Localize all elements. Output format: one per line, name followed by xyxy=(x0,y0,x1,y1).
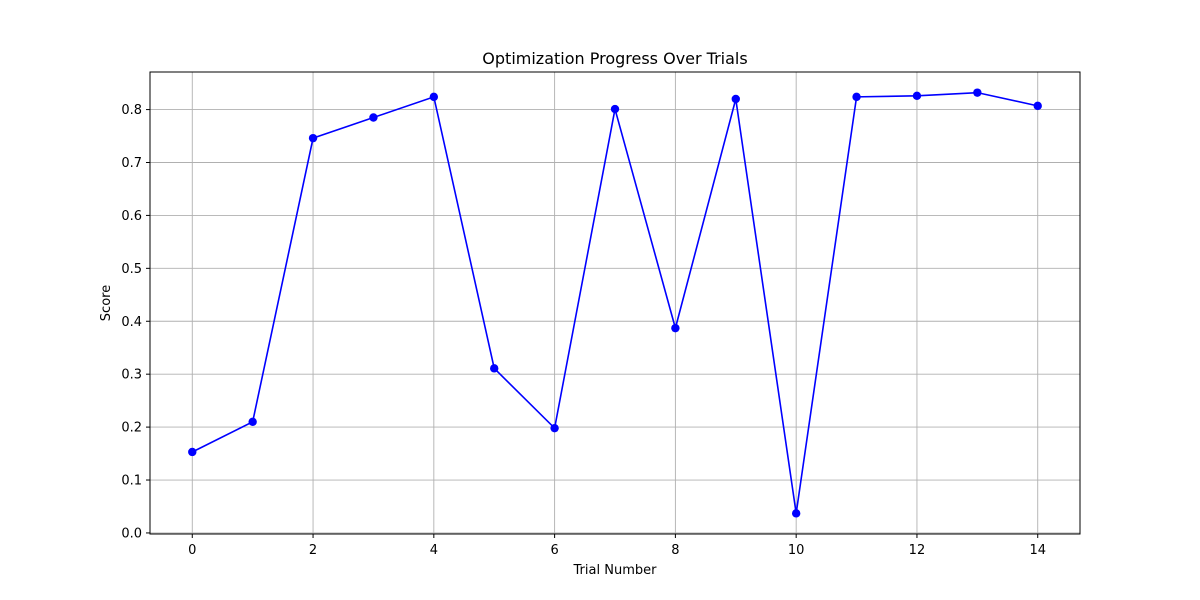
y-tick-label: 0.8 xyxy=(121,103,142,118)
data-point xyxy=(671,323,680,333)
plot-frame xyxy=(149,71,1081,535)
data-point xyxy=(490,364,499,373)
series-layer xyxy=(188,88,1042,518)
y-tick-label: 0.7 xyxy=(121,156,142,171)
data-point xyxy=(429,92,439,102)
x-tick-label: 0 xyxy=(188,543,196,558)
x-tick-label: 12 xyxy=(909,543,926,558)
grid-layer xyxy=(150,72,1080,534)
data-point xyxy=(188,447,197,457)
data-point xyxy=(791,509,801,518)
y-tick-label: 0.5 xyxy=(121,262,142,277)
y-tick-label: 0.3 xyxy=(121,368,142,383)
series-line xyxy=(191,91,1038,514)
x-tick-label: 6 xyxy=(550,543,558,558)
x-tick-label: 10 xyxy=(788,543,805,558)
y-tick-label: 0.0 xyxy=(121,526,142,541)
x-tick-label: 14 xyxy=(1029,543,1046,558)
y-tick-label: 0.6 xyxy=(121,209,142,224)
x-tick-label: 4 xyxy=(430,543,438,558)
chart-title: Optimization Progress Over Trials xyxy=(482,49,747,68)
y-tick-label: 0.4 xyxy=(121,315,142,330)
y-tick-label: 0.2 xyxy=(121,421,142,436)
data-point xyxy=(308,133,318,143)
axes-frame xyxy=(149,71,1081,535)
data-point xyxy=(852,92,861,102)
data-point xyxy=(248,417,257,427)
y-tick-label: 0.1 xyxy=(121,474,142,489)
data-point xyxy=(912,91,922,101)
x-axis-label: Trial Number xyxy=(573,563,658,578)
data-point xyxy=(610,104,620,114)
data-point xyxy=(369,113,378,122)
x-tick-label: 2 xyxy=(309,543,317,558)
y-axis-ticks: 0.0 0.1 0.2 0.3 0.4 0.5 0.6 0.7 0.8 xyxy=(121,103,150,541)
data-point xyxy=(973,88,982,97)
data-point xyxy=(731,94,740,104)
x-tick-label: 8 xyxy=(671,543,679,558)
y-axis-label: Score xyxy=(99,285,114,321)
data-point xyxy=(550,423,559,433)
data-point xyxy=(1033,101,1042,111)
x-axis-ticks: 0 2 4 6 8 10 12 14 xyxy=(188,534,1046,558)
